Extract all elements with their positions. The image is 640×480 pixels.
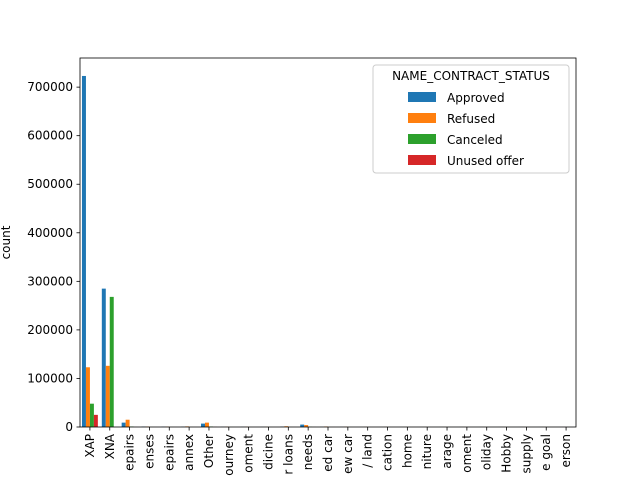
x-tick-label: annex: [182, 434, 196, 471]
legend-title: NAME_CONTRACT_STATUS: [392, 69, 550, 83]
x-tick-label: XNA: [103, 433, 117, 459]
y-tick-label: 200000: [27, 323, 73, 337]
axes-layer: 0 100000 200000 300000 400000 500000 600000 700…: [27, 57, 577, 476]
y-tick-label: 300000: [27, 274, 73, 288]
legend-swatch-unused-offer: [408, 155, 436, 165]
x-tick-label: oment: [460, 434, 474, 473]
y-axis-label: count: [0, 225, 13, 259]
x-tick-label: erson: [559, 434, 573, 468]
bar-refused-1: [105, 365, 110, 427]
x-tick-label: oment: [242, 434, 256, 473]
y-tick-label: 100000: [27, 371, 73, 385]
bar-refused-6: [204, 422, 209, 427]
x-tick-label: e goal: [539, 434, 553, 471]
x-tick-label: home: [400, 434, 414, 468]
bar-approved-1: [101, 288, 106, 428]
x-tick-label: enses: [142, 434, 156, 469]
legend-swatch-approved: [408, 92, 436, 102]
bar-approved-2: [121, 422, 126, 427]
legend: NAME_CONTRACT_STATUS Approved Refused Canc…: [372, 64, 570, 174]
y-tick-label: 600000: [27, 129, 73, 143]
x-tick-label: XAP: [83, 434, 97, 458]
x-tick-label: cation: [381, 434, 395, 471]
x-tick-label: Other: [202, 434, 216, 468]
y-tick-label: 700000: [27, 80, 73, 94]
legend-entry-approved: Approved: [447, 91, 505, 105]
x-tick-label: dicine: [261, 434, 275, 470]
bar-approved-6: [201, 423, 205, 427]
bar-canceled-0: [89, 403, 94, 427]
x-tick-label: needs: [301, 434, 315, 470]
bar-refused-0: [85, 367, 90, 427]
x-tick-label: ourney: [222, 434, 236, 476]
x-tick-label: ed car: [321, 434, 335, 472]
bar-refused-2: [125, 419, 130, 427]
legend-swatch-refused: [408, 113, 436, 123]
x-tick-label: r loans: [281, 434, 295, 475]
x-tick-label: niture: [420, 434, 434, 469]
x-tick-label: supply: [519, 434, 533, 474]
x-tick-label: oliday: [480, 434, 494, 470]
y-tick-label: 500000: [27, 177, 73, 191]
bar-canceled-1: [109, 296, 114, 427]
y-tick-label: 400000: [27, 226, 73, 240]
x-tick-label: epairs: [123, 434, 137, 471]
x-tick-label: ew car: [341, 434, 355, 474]
legend-swatch-canceled: [408, 134, 436, 144]
legend-entry-unused-offer: Unused offer: [447, 154, 524, 168]
bar-approved-0: [81, 75, 86, 428]
legend-entry-refused: Refused: [447, 112, 495, 126]
bar-refused-11: [304, 425, 309, 427]
bar-unused-offer-0: [93, 414, 98, 427]
bar-approved-11: [300, 424, 305, 427]
y-tick-label: 0: [65, 420, 73, 434]
x-tick-label: / land: [361, 434, 375, 468]
x-tick-label: arage: [440, 434, 454, 469]
x-tick-label: Hobby: [500, 434, 514, 473]
legend-entry-canceled: Canceled: [447, 133, 503, 147]
x-tick-label: epairs: [162, 434, 176, 471]
